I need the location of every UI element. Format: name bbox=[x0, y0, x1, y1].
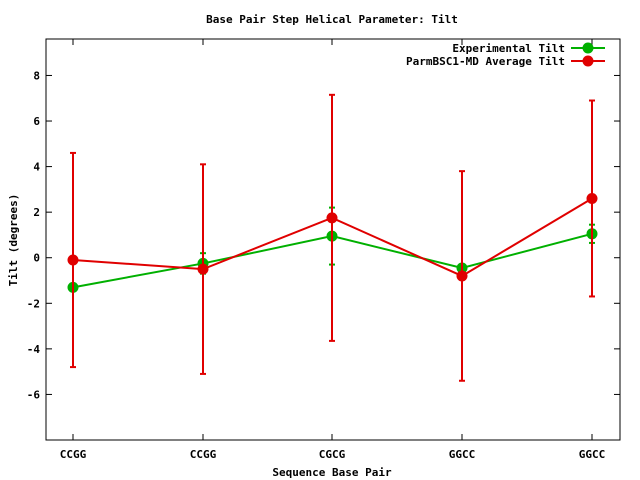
y-tick-label: -2 bbox=[27, 297, 40, 310]
legend-marker bbox=[582, 55, 594, 67]
y-tick-label: 6 bbox=[33, 115, 40, 128]
plot-frame bbox=[45, 38, 621, 441]
y-axis: -6 -4 -2 0 2 4 6 8 bbox=[27, 69, 620, 401]
data-point bbox=[197, 263, 209, 275]
x-axis: CCGG CCGG CGCG GGCC GGCC bbox=[60, 39, 606, 461]
chart-title: Base Pair Step Helical Parameter: Tilt bbox=[206, 13, 458, 26]
legend-label: Experimental Tilt bbox=[452, 42, 565, 55]
x-tick-label: CCGG bbox=[190, 448, 217, 461]
y-tick-label: 2 bbox=[33, 206, 40, 219]
x-axis-label: Sequence Base Pair bbox=[272, 466, 392, 479]
x-tick-label: CGCG bbox=[319, 448, 346, 461]
x-tick-label: CCGG bbox=[60, 448, 87, 461]
y-tick-label: 0 bbox=[33, 252, 40, 265]
legend-label: ParmBSC1-MD Average Tilt bbox=[406, 55, 565, 68]
y-tick-label: 8 bbox=[33, 69, 40, 82]
x-tick-label: GGCC bbox=[579, 448, 606, 461]
legend-marker bbox=[582, 42, 594, 54]
data-point bbox=[586, 192, 598, 204]
series-1 bbox=[67, 93, 598, 382]
data-point bbox=[67, 254, 79, 266]
y-tick-label: 4 bbox=[33, 161, 40, 174]
y-tick-label: -4 bbox=[27, 343, 41, 356]
series-layer bbox=[67, 93, 598, 382]
y-axis-label: Tilt (degrees) bbox=[7, 194, 20, 287]
data-point bbox=[456, 270, 468, 282]
x-tick-label: GGCC bbox=[449, 448, 476, 461]
data-point bbox=[326, 212, 338, 224]
y-tick-label: -6 bbox=[27, 388, 41, 401]
